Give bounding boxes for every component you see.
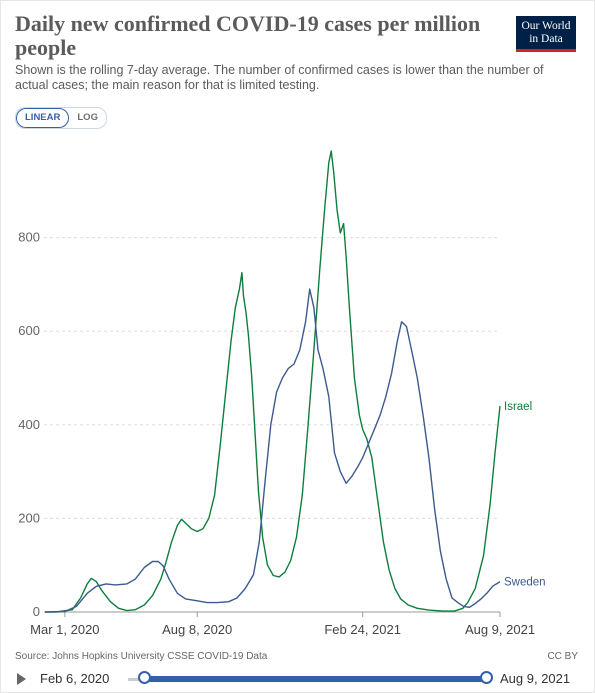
scale-toggle: LINEAR LOG — [15, 107, 107, 129]
series-lines — [44, 150, 501, 613]
timeline-end-handle[interactable] — [480, 671, 493, 684]
timeline-end-date: Aug 9, 2021 — [500, 671, 571, 686]
series-line-sweden[interactable] — [44, 288, 501, 613]
play-icon[interactable] — [17, 673, 26, 685]
grid-lines — [44, 237, 500, 613]
timeline-control: Feb 6, 2020 Aug 9, 2021 — [0, 668, 595, 690]
log-scale-button[interactable]: LOG — [77, 112, 98, 123]
y-tick-label: 400 — [18, 417, 40, 432]
y-tick-label: 800 — [18, 230, 40, 245]
chart-title: Daily new confirmed COVID-19 cases per m… — [15, 11, 481, 60]
timeline-start-handle[interactable] — [138, 671, 151, 684]
license-label[interactable]: CC BY — [547, 651, 578, 662]
x-tick-label: Mar 1, 2020 — [30, 622, 99, 637]
series-labels: Israel Sweden — [504, 401, 546, 588]
logo-line-2: in Data — [529, 33, 563, 45]
owid-logo[interactable]: Our World in Data — [516, 16, 576, 52]
x-axis-ticks: Mar 1, 2020 Aug 8, 2020 Feb 24, 2021 Aug 9,… — [30, 612, 535, 637]
y-tick-label: 0 — [33, 604, 40, 619]
y-axis-ticks: 0 200 400 600 800 — [18, 230, 40, 619]
chart-subtitle: Shown is the rolling 7-day average. The … — [15, 63, 544, 92]
y-tick-label: 600 — [18, 323, 40, 338]
series-label-sweden[interactable]: Sweden — [504, 577, 546, 589]
series-line-israel[interactable] — [45, 150, 501, 613]
source-note[interactable]: Source: Johns Hopkins University CSSE CO… — [15, 651, 268, 662]
x-tick-label: Feb 24, 2021 — [324, 622, 401, 637]
logo-line-1: Our World — [521, 20, 571, 32]
x-tick-label: Aug 9, 2021 — [465, 622, 535, 637]
timeline-start-date: Feb 6, 2020 — [40, 671, 110, 686]
x-tick-label: Aug 8, 2020 — [162, 622, 232, 637]
y-tick-label: 200 — [18, 510, 40, 525]
series-label-israel[interactable]: Israel — [504, 401, 532, 413]
linear-scale-button[interactable]: LINEAR — [16, 108, 70, 128]
timeline-selected-range[interactable] — [143, 676, 486, 682]
line-chart: 0 200 400 600 800 Mar 1, 2020 Aug 8, 2020 Feb … — [18, 150, 546, 637]
